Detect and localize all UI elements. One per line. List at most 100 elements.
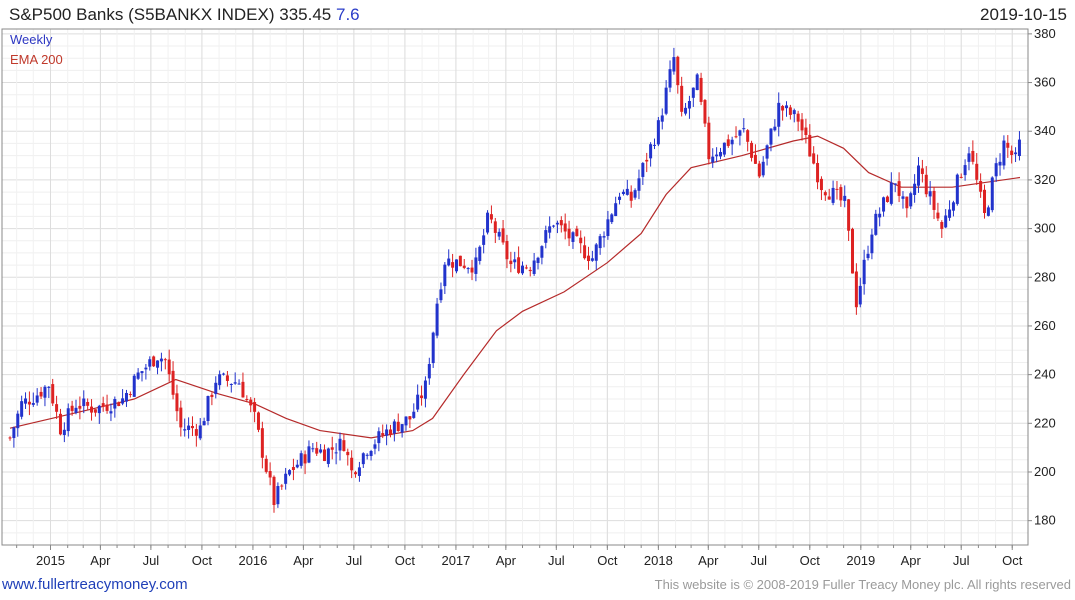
weekly-candle	[750, 140, 754, 162]
candle-body	[225, 375, 229, 381]
weekly-candle	[812, 146, 816, 165]
weekly-candle	[567, 220, 571, 247]
candle-body	[369, 450, 373, 457]
candle-body	[656, 120, 660, 145]
weekly-candle	[470, 259, 474, 281]
candle-body	[850, 228, 854, 274]
candle-body	[451, 262, 455, 268]
weekly-candle	[249, 397, 253, 413]
weekly-candle	[579, 230, 583, 254]
weekly-candle	[214, 376, 218, 399]
weekly-candle	[222, 372, 226, 376]
candle-body	[707, 122, 711, 160]
x-tick-label: Jul	[346, 553, 363, 568]
weekly-candle	[796, 110, 800, 132]
last-price: 335.45	[279, 5, 332, 24]
candle-body	[86, 401, 90, 406]
candle-body	[435, 303, 439, 336]
website-link[interactable]: www.fullertreacymoney.com	[2, 576, 188, 593]
weekly-candle	[354, 470, 358, 478]
candle-body	[590, 258, 594, 261]
candle-body	[901, 196, 905, 199]
weekly-candle	[753, 144, 757, 164]
weekly-candle	[746, 129, 750, 152]
weekly-candle	[381, 424, 385, 439]
weekly-candle	[420, 385, 424, 406]
weekly-candle	[792, 108, 796, 123]
candle-body	[909, 193, 913, 207]
weekly-candle	[513, 251, 517, 269]
weekly-candle	[660, 108, 664, 130]
weekly-candle	[850, 227, 854, 274]
candle-body	[524, 267, 528, 269]
candle-body	[338, 438, 342, 451]
candle-body	[1014, 152, 1018, 155]
candle-body	[233, 382, 237, 384]
candle-body	[117, 402, 121, 406]
y-tick-label: 360	[1034, 75, 1056, 90]
candle-body	[1010, 150, 1014, 156]
weekly-candle	[928, 180, 932, 205]
weekly-candle	[159, 352, 163, 372]
weekly-candle	[474, 247, 478, 282]
candle-body	[260, 428, 264, 458]
candle-body	[47, 386, 51, 388]
candle-body	[695, 74, 699, 91]
candle-body	[870, 234, 874, 254]
weekly-candle	[70, 400, 74, 416]
candle-body	[361, 453, 365, 465]
candle-body	[792, 110, 796, 115]
weekly-candle	[253, 397, 257, 423]
candle-body	[804, 127, 808, 135]
candle-body	[249, 399, 253, 406]
weekly-candle	[210, 392, 214, 406]
chart-date: 2019-10-15	[980, 5, 1067, 24]
candle-body	[20, 401, 24, 417]
weekly-candle	[206, 395, 210, 426]
candle-body	[489, 214, 493, 220]
candle-body	[711, 156, 715, 163]
weekly-candle	[319, 444, 323, 454]
candle-body	[990, 177, 994, 211]
candle-body	[606, 219, 610, 236]
candle-body	[113, 399, 117, 409]
weekly-candle	[121, 389, 125, 406]
weekly-candle	[140, 371, 144, 382]
candle-body	[905, 196, 909, 209]
candle-body	[175, 393, 179, 412]
candle-body	[629, 191, 633, 201]
weekly-candle	[726, 134, 730, 148]
candle-body	[614, 203, 618, 217]
candle-body	[986, 207, 990, 216]
index-name: S&P500 Banks	[9, 5, 124, 24]
weekly-candle	[528, 266, 532, 277]
candle-body	[427, 364, 431, 379]
weekly-candle	[843, 185, 847, 208]
candle-body	[222, 373, 226, 375]
candle-body	[412, 411, 416, 418]
weekly-candle	[237, 379, 241, 385]
candle-body	[715, 154, 719, 157]
candle-body	[416, 394, 420, 410]
candle-body	[951, 202, 955, 211]
weekly-candle	[357, 461, 361, 482]
weekly-candle	[893, 183, 897, 193]
candle-body	[171, 370, 175, 395]
weekly-candle	[536, 256, 540, 270]
candle-body	[501, 228, 505, 243]
candle-body	[486, 212, 490, 233]
weekly-candle	[951, 200, 955, 217]
weekly-candle	[621, 189, 625, 196]
candle-body	[70, 405, 74, 411]
axes: 180 200 220 240 260 280 300 320 340 360 380 2015 Apr…	[1, 26, 1056, 568]
weekly-candle	[369, 449, 373, 461]
candle-body	[27, 401, 31, 405]
weekly-candle	[486, 210, 490, 235]
weekly-candle	[509, 251, 513, 273]
candle-body	[668, 69, 672, 88]
weekly-candle	[400, 424, 404, 438]
weekly-candle	[948, 200, 952, 221]
weekly-candle	[493, 217, 497, 244]
weekly-candle	[979, 173, 983, 198]
weekly-candle	[715, 147, 719, 163]
